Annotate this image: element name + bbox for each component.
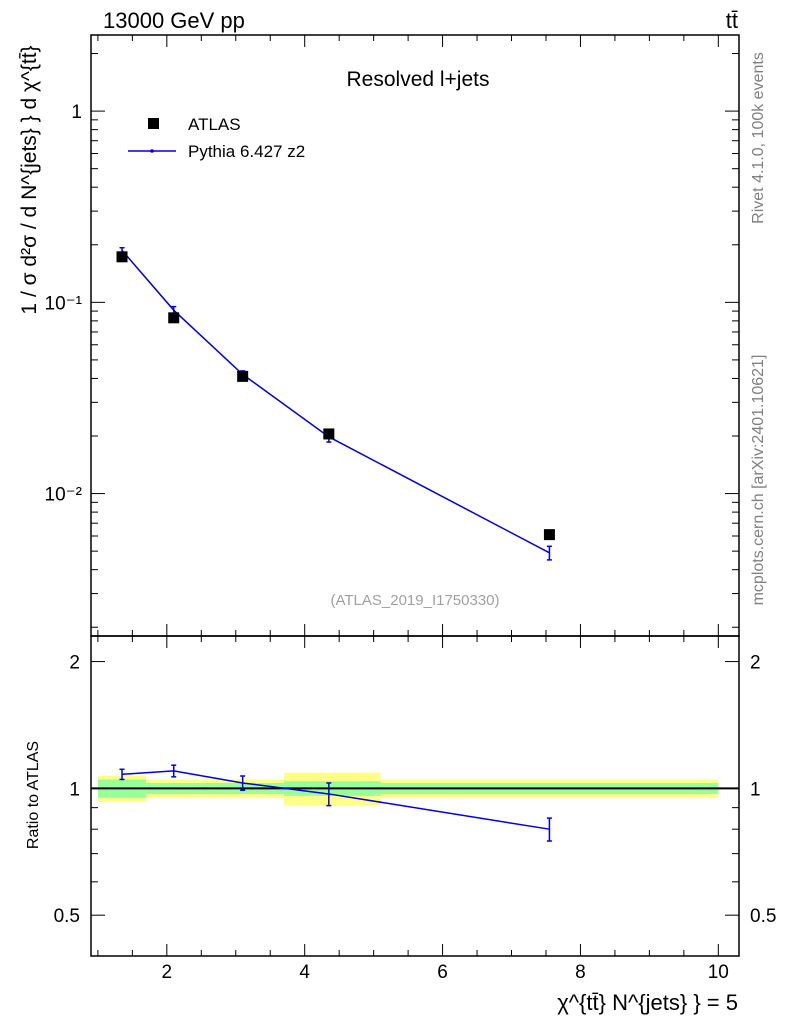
mcplots-label: mcplots.cern.ch [arXiv:2401.10621] bbox=[750, 355, 767, 606]
ratio-y-tick-label-right: 0.5 bbox=[750, 906, 776, 927]
atlas-data-point bbox=[168, 312, 180, 324]
x-tick-label: 8 bbox=[575, 962, 586, 983]
beam-label: 13000 GeV pp bbox=[103, 8, 245, 33]
rivet-label: Rivet 4.1.0, 100k events bbox=[750, 52, 767, 224]
legend-pythia-marker bbox=[150, 149, 154, 153]
y-tick-label: 10⁻² bbox=[45, 485, 83, 506]
atlas-data-point bbox=[116, 251, 128, 263]
main-ylabel: 1 / σ d²σ / d N^{jets} } d χ^{tt̄} bbox=[18, 45, 41, 314]
pythia-line bbox=[121, 249, 550, 554]
process-label: tt̄ bbox=[726, 8, 738, 33]
x-tick-label: 4 bbox=[299, 962, 310, 983]
legend-atlas-marker bbox=[148, 118, 159, 129]
ratio-y-tick-label-right: 2 bbox=[750, 653, 761, 674]
legend-atlas-label: ATLAS bbox=[188, 115, 241, 134]
main-title: Resolved l+jets bbox=[347, 68, 490, 91]
x-axis-label: χ^{tt̄} N^{jets} } = 5 bbox=[557, 990, 738, 1015]
analysis-watermark: (ATLAS_2019_I1750330) bbox=[330, 592, 499, 609]
y-tick-label: 1 bbox=[71, 102, 82, 123]
ratio-y-tick-label-left: 2 bbox=[69, 653, 80, 674]
x-tick-label: 6 bbox=[437, 962, 448, 983]
legend-pythia-label: Pythia 6.427 z2 bbox=[188, 142, 305, 161]
x-tick-label: 10 bbox=[708, 962, 729, 983]
y-tick-label: 10⁻¹ bbox=[45, 293, 83, 314]
atlas-data-point bbox=[237, 370, 249, 382]
ratio-y-tick-label-left: 1 bbox=[69, 779, 80, 800]
ratio-y-tick-label-left: 0.5 bbox=[54, 906, 80, 927]
atlas-data-point bbox=[543, 529, 555, 541]
ratio-plot-frame bbox=[90, 635, 740, 957]
atlas-data-point bbox=[323, 428, 335, 440]
ratio-ylabel: Ratio to ATLAS bbox=[25, 741, 42, 849]
ratio-y-tick-label-right: 1 bbox=[750, 779, 761, 800]
x-tick-label: 2 bbox=[162, 962, 173, 983]
